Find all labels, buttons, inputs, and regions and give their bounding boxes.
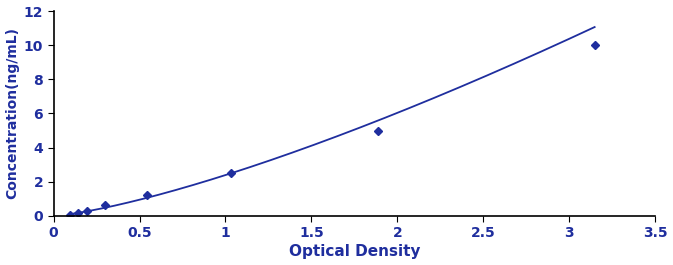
Y-axis label: Concentration(ng/mL): Concentration(ng/mL) bbox=[5, 28, 20, 200]
X-axis label: Optical Density: Optical Density bbox=[289, 244, 420, 259]
